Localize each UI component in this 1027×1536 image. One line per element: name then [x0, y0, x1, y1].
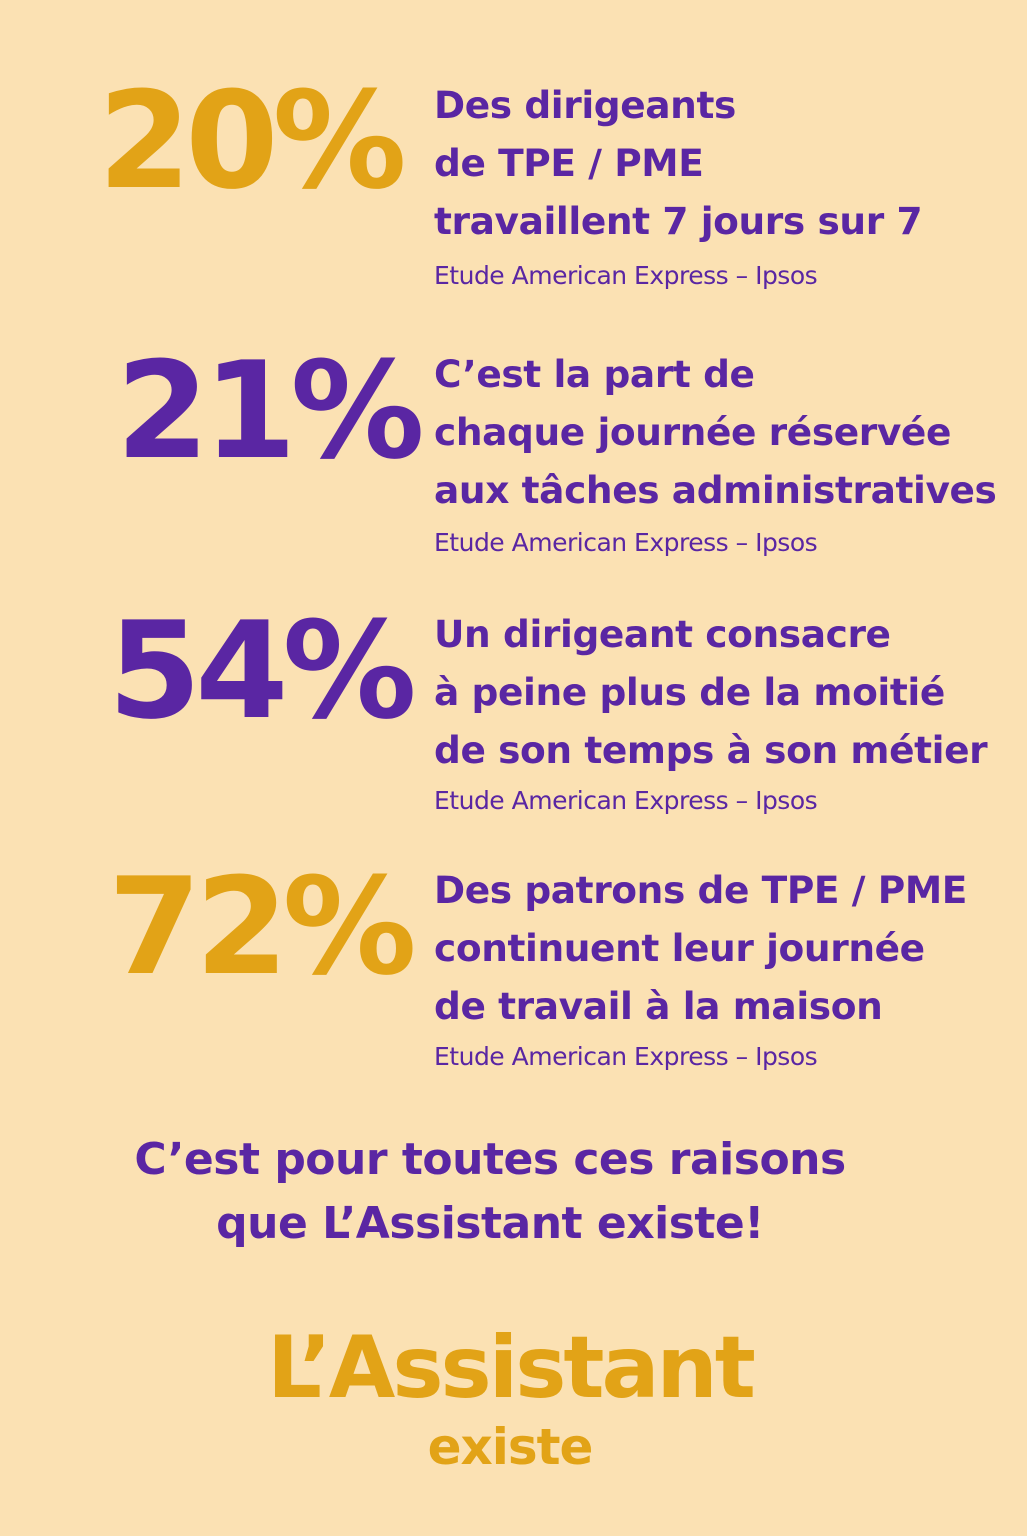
brand-logo-name: L’Assistant — [267, 1318, 756, 1418]
stat-description-line: de son temps à son métier — [434, 728, 988, 772]
stat-description-line: de travail à la maison — [434, 984, 883, 1028]
stat-description-line: Des dirigeants — [434, 83, 736, 127]
stat-percentage: 54% — [108, 593, 417, 749]
closing-line: C’est pour toutes ces raisons — [134, 1134, 846, 1185]
stat-description: C’est la part de chaque journée réservée… — [434, 345, 997, 519]
stat-description-line: continuent leur journée — [434, 926, 925, 970]
closing-line: que L’Assistant existe! — [216, 1198, 764, 1249]
stat-source: Etude American Express – Ipsos — [434, 261, 818, 290]
stat-source: Etude American Express – Ipsos — [434, 786, 818, 815]
stat-description: Des dirigeants de TPE / PME travaillent … — [434, 76, 923, 250]
stat-percentage: 21% — [116, 333, 425, 489]
stat-description: Des patrons de TPE / PME continuent leur… — [434, 861, 967, 1035]
stat-description-line: Un dirigeant consacre — [434, 612, 891, 656]
stat-description-line: chaque journée réservée — [434, 410, 951, 454]
stat-percentage: 20% — [98, 63, 407, 219]
stat-description-line: travaillent 7 jours sur 7 — [434, 199, 923, 243]
stat-source: Etude American Express – Ipsos — [434, 528, 818, 557]
brand-logo-tagline: existe — [427, 1418, 594, 1476]
stat-description: Un dirigeant consacre à peine plus de la… — [434, 605, 988, 779]
closing-statement: C’est pour toutes ces raisons que L’Assi… — [0, 1128, 980, 1256]
stat-description-line: aux tâches administratives — [434, 468, 997, 512]
stat-description-line: de TPE / PME — [434, 141, 704, 185]
stat-description-line: à peine plus de la moitié — [434, 670, 945, 714]
stat-description-line: C’est la part de — [434, 352, 755, 396]
stat-percentage: 72% — [108, 849, 417, 1005]
stat-description-line: Des patrons de TPE / PME — [434, 868, 967, 912]
stat-source: Etude American Express – Ipsos — [434, 1042, 818, 1071]
